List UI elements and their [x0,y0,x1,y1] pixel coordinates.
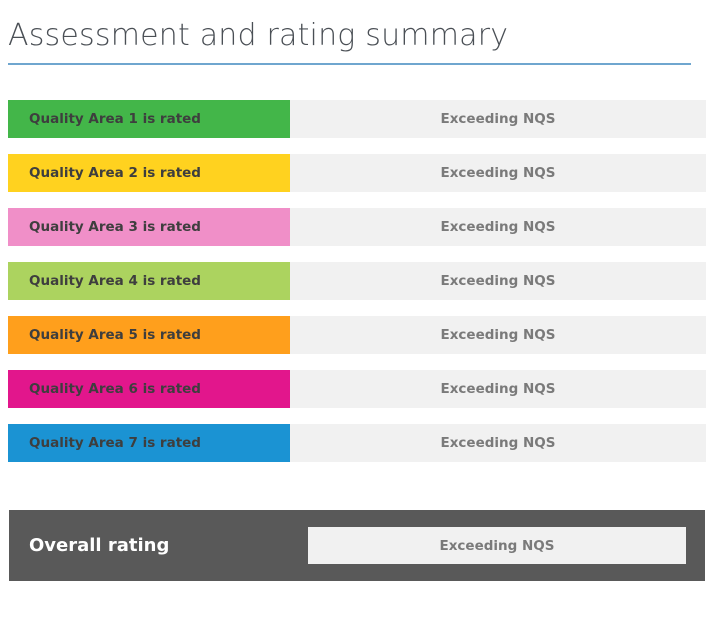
quality-area-label: Quality Area 1 is rated [8,100,290,138]
quality-area-row: Quality Area 7 is rated Exceeding NQS [8,424,706,462]
quality-area-row: Quality Area 4 is rated Exceeding NQS [8,262,706,300]
quality-area-rating: Exceeding NQS [290,154,706,192]
quality-area-row: Quality Area 1 is rated Exceeding NQS [8,100,706,138]
quality-area-label: Quality Area 4 is rated [8,262,290,300]
overall-rating-label: Overall rating [29,535,170,556]
quality-area-rating: Exceeding NQS [290,100,706,138]
quality-area-rating: Exceeding NQS [290,370,706,408]
quality-area-list: Quality Area 1 is rated Exceeding NQS Qu… [8,100,706,478]
overall-rating-panel: Overall rating Exceeding NQS [9,510,705,581]
quality-area-rating: Exceeding NQS [290,262,706,300]
quality-area-label: Quality Area 3 is rated [8,208,290,246]
quality-area-row: Quality Area 3 is rated Exceeding NQS [8,208,706,246]
quality-area-rating: Exceeding NQS [290,316,706,354]
quality-area-rating: Exceeding NQS [290,424,706,462]
overall-rating-value: Exceeding NQS [308,527,686,564]
quality-area-row: Quality Area 5 is rated Exceeding NQS [8,316,706,354]
quality-area-label: Quality Area 6 is rated [8,370,290,408]
title-underline [8,63,691,65]
quality-area-label: Quality Area 2 is rated [8,154,290,192]
quality-area-rating: Exceeding NQS [290,208,706,246]
quality-area-row: Quality Area 6 is rated Exceeding NQS [8,370,706,408]
page-title: Assessment and rating summary [8,18,509,53]
quality-area-label: Quality Area 5 is rated [8,316,290,354]
quality-area-row: Quality Area 2 is rated Exceeding NQS [8,154,706,192]
quality-area-label: Quality Area 7 is rated [8,424,290,462]
